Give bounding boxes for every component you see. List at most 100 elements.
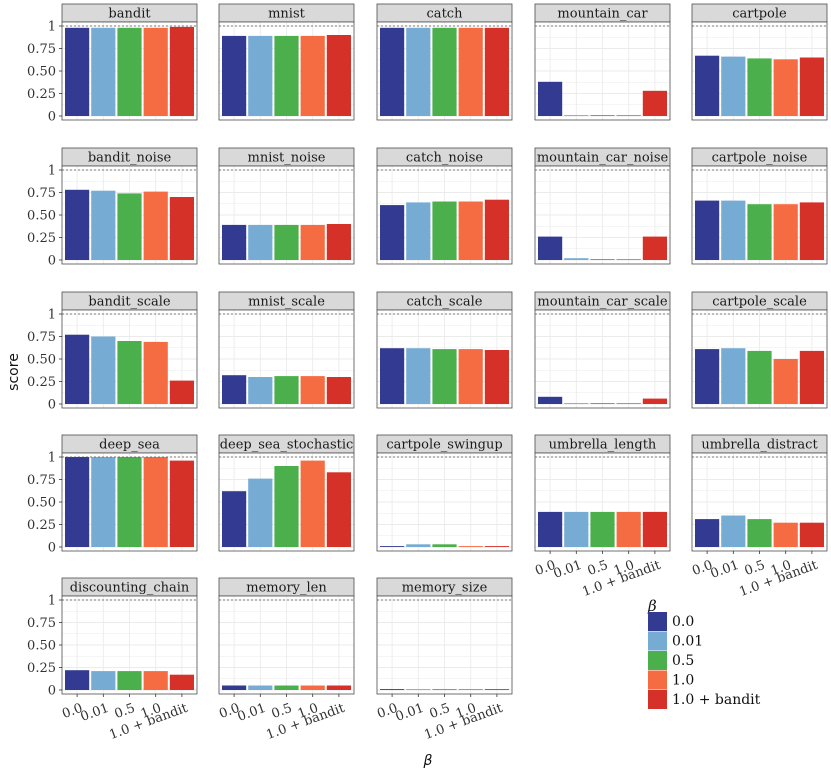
- panel-title: catch_scale: [407, 295, 483, 310]
- panel-title: bandit_noise: [88, 151, 172, 166]
- bar-catch-4: [484, 27, 509, 116]
- bar-mountain-car-4: [642, 90, 667, 116]
- bar-mountain-car-noise-1: [564, 258, 589, 260]
- bar-memory-len-1: [248, 685, 273, 690]
- bar-catch-0: [380, 27, 405, 116]
- bar-mountain-car-scale-1: [564, 403, 589, 404]
- panel-border: [691, 309, 828, 409]
- bar-memory-size-3: [458, 689, 483, 690]
- panel-border: [534, 21, 671, 121]
- y-tick-label: 0.50: [27, 65, 56, 80]
- panel-border: [218, 21, 355, 121]
- bar-catch-scale-0: [380, 348, 405, 404]
- panel-title: cartpole_scale: [712, 295, 807, 310]
- bar-mnist-scale-1: [248, 377, 273, 404]
- bar-umbrella-distract-2: [747, 519, 772, 547]
- panel-title: catch_noise: [406, 151, 483, 166]
- y-tick-label: 0.50: [27, 353, 56, 368]
- bar-catch-noise-1: [406, 202, 431, 260]
- panel-deep-sea-stochastic: deep_sea_stochastic: [218, 434, 355, 552]
- bar-cartpole-noise-1: [721, 200, 746, 260]
- bar-bandit-scale-3: [143, 341, 168, 404]
- panel-title: discounting_chain: [70, 581, 190, 596]
- bar-memory-size-2: [432, 689, 457, 690]
- bar-cartpole-2: [747, 58, 772, 116]
- bar-catch-noise-3: [458, 201, 483, 260]
- panel-catch-noise: catch_noise: [376, 147, 513, 265]
- panel-title: mountain_car: [557, 7, 648, 22]
- bar-umbrella-distract-1: [721, 515, 746, 547]
- bar-bandit-3: [143, 27, 168, 116]
- panel-title: deep_sea_stochastic: [220, 438, 354, 453]
- bar-bandit-0: [65, 27, 90, 116]
- panel-title: umbrella_length: [549, 438, 657, 453]
- y-tick-label: 0.75: [27, 473, 56, 488]
- panel-title: catch: [427, 7, 464, 22]
- y-tick-label: 1: [48, 451, 56, 466]
- x-tick-label: 0.01: [709, 558, 741, 582]
- bar-cartpole-swingup-2: [432, 544, 457, 547]
- panel-catch-scale: catch_scale: [376, 291, 513, 409]
- panel-bandit-noise: bandit_noise 0 0.25 0.50 0.75 1: [27, 147, 198, 269]
- bar-mnist-noise-1: [248, 224, 273, 260]
- panel-title: cartpole_swingup: [386, 438, 502, 453]
- bar-memory-size-4: [484, 689, 509, 690]
- bar-umbrella-length-3: [616, 511, 641, 547]
- bar-memory-len-3: [300, 685, 325, 690]
- bar-bandit-noise-1: [91, 190, 116, 260]
- x-tick-label: 0.0: [690, 558, 715, 579]
- y-tick-label: 1: [48, 20, 56, 35]
- x-tick-label: 1.0: [139, 701, 164, 722]
- panel-title: mountain_car_noise: [537, 151, 669, 166]
- x-tick-label: 0.0: [217, 701, 242, 722]
- y-tick-label: 0.25: [27, 661, 56, 676]
- panel-bandit-scale: bandit_scale 0 0.25 0.50 0.75 1: [27, 291, 198, 413]
- bar-mnist-2: [274, 35, 299, 116]
- y-tick-label: 0.50: [27, 496, 56, 511]
- bar-mnist-noise-0: [222, 224, 247, 260]
- y-tick-label: 0: [48, 684, 56, 699]
- bar-mnist-4: [326, 35, 351, 116]
- y-tick-label: 0: [48, 398, 56, 413]
- bar-cartpole-noise-4: [799, 202, 824, 260]
- panel-mnist-scale: mnist_scale: [218, 291, 355, 409]
- bar-mountain-car-noise-0: [538, 236, 563, 260]
- panel-border: [218, 452, 355, 552]
- y-tick-label: 0.75: [27, 42, 56, 57]
- bar-mountain-car-0: [538, 81, 563, 116]
- x-tick-label: 0.0: [533, 558, 558, 579]
- bar-cartpole-swingup-0: [380, 546, 405, 547]
- y-tick-label: 0.75: [27, 330, 56, 345]
- bar-catch-scale-1: [406, 348, 431, 404]
- x-tick-label: 0.01: [79, 701, 111, 725]
- panel-title: mnist_scale: [248, 295, 325, 310]
- legend-label-2: 0.5: [672, 653, 694, 669]
- bar-deep-sea-stochastic-3: [300, 460, 325, 547]
- bar-cartpole-scale-3: [773, 359, 798, 404]
- panel-title: umbrella_distract: [701, 438, 818, 453]
- x-tick-label: 0.01: [394, 701, 426, 725]
- panel-mnist: mnist: [218, 3, 355, 121]
- bar-mnist-0: [222, 35, 247, 116]
- bar-mnist-scale-4: [326, 377, 351, 404]
- bar-umbrella-distract-3: [773, 522, 798, 547]
- bar-umbrella-length-1: [564, 511, 589, 547]
- x-tick-label: 0.5: [428, 701, 453, 722]
- bar-mnist-scale-0: [222, 375, 247, 404]
- panel-border: [691, 165, 828, 265]
- panel-border: [534, 165, 671, 265]
- bar-cartpole-noise-2: [747, 204, 772, 260]
- panel-border: [218, 309, 355, 409]
- bar-mnist-1: [248, 35, 273, 116]
- bar-catch-scale-3: [458, 349, 483, 404]
- bar-umbrella-length-0: [538, 511, 563, 547]
- y-tick-label: 0.50: [27, 639, 56, 654]
- bar-mountain-car-scale-0: [538, 396, 563, 404]
- bar-cartpole-3: [773, 59, 798, 116]
- legend-label-3: 1.0: [672, 673, 694, 689]
- panel-cartpole-scale: cartpole_scale: [691, 291, 828, 409]
- gridlines: [377, 596, 512, 694]
- bar-memory-size-1: [406, 689, 431, 690]
- bar-mnist-noise-4: [326, 224, 351, 260]
